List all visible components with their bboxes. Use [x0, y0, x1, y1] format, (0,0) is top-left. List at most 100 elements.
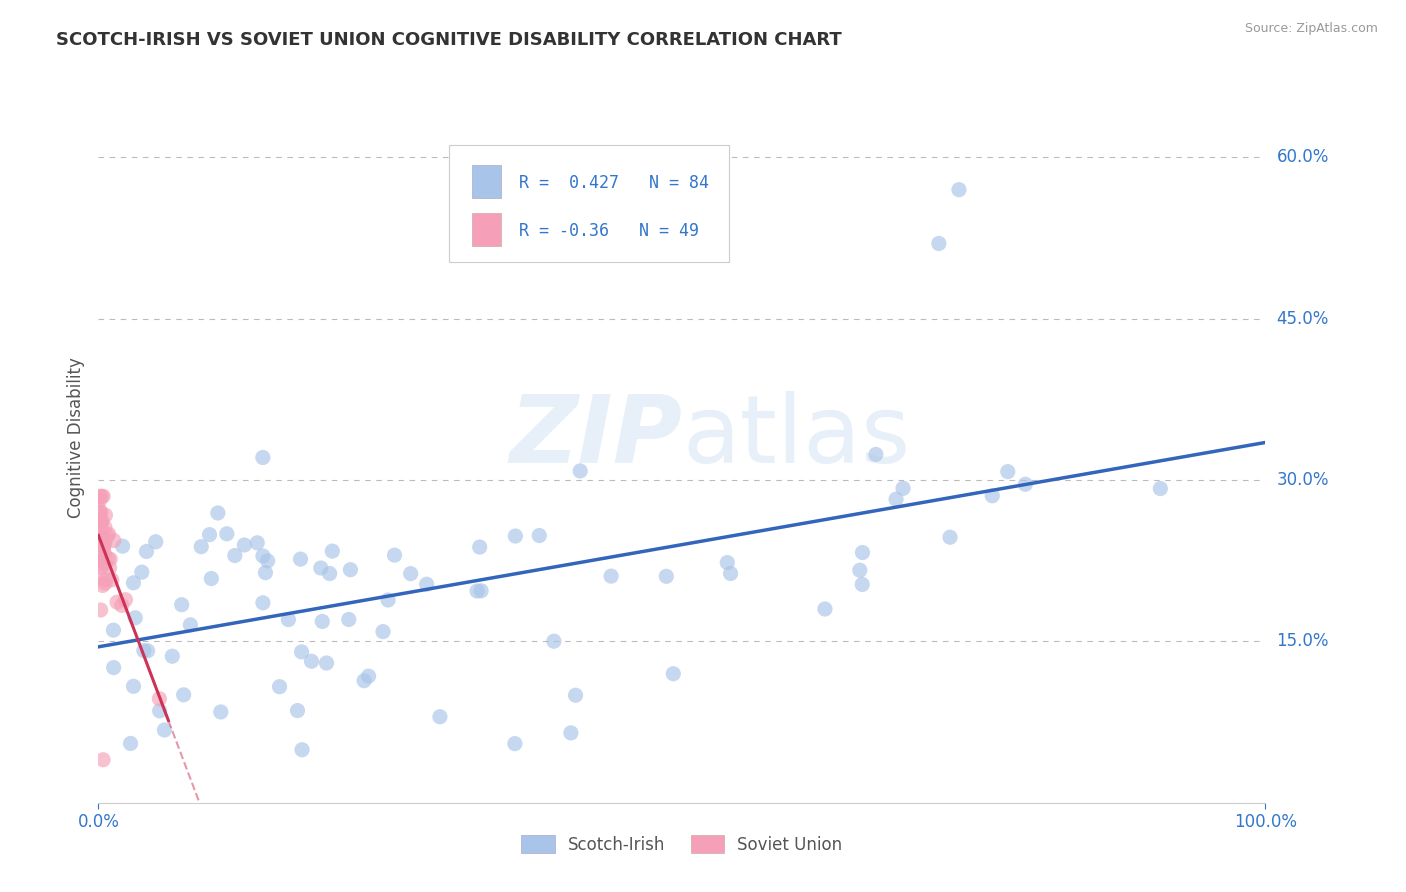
Point	[90, 560, 112, 574]
Point	[318, 566, 340, 581]
Point	[89, 516, 111, 531]
Point	[503, 737, 526, 751]
Point	[637, 236, 659, 251]
Point	[252, 549, 274, 563]
Point	[655, 569, 678, 583]
Point	[94, 576, 117, 591]
Point	[600, 569, 623, 583]
Point	[207, 506, 229, 520]
FancyBboxPatch shape	[472, 213, 501, 246]
Point	[939, 530, 962, 544]
Point	[254, 566, 277, 580]
Point	[357, 669, 380, 683]
Point	[89, 553, 111, 567]
Text: 45.0%: 45.0%	[1277, 310, 1329, 327]
Point	[91, 539, 114, 553]
Point	[814, 602, 837, 616]
Point	[89, 555, 111, 569]
Point	[93, 541, 115, 556]
Point	[91, 753, 114, 767]
Point	[321, 544, 343, 558]
Point	[149, 704, 172, 718]
Point	[91, 557, 114, 571]
Point	[93, 538, 115, 552]
Point	[148, 691, 170, 706]
Point	[865, 447, 887, 461]
Text: ZIP: ZIP	[509, 391, 682, 483]
Point	[224, 549, 246, 563]
Point	[662, 666, 685, 681]
Point	[94, 533, 117, 547]
Point	[89, 506, 111, 520]
Text: SCOTCH-IRISH VS SOVIET UNION COGNITIVE DISABILITY CORRELATION CHART: SCOTCH-IRISH VS SOVIET UNION COGNITIVE D…	[56, 31, 842, 49]
Point	[290, 645, 312, 659]
Point	[90, 603, 112, 617]
Point	[98, 552, 121, 566]
Point	[884, 492, 907, 507]
Point	[246, 536, 269, 550]
Point	[90, 537, 112, 551]
Point	[145, 534, 167, 549]
Point	[162, 649, 184, 664]
Point	[89, 519, 111, 533]
Point	[209, 705, 232, 719]
Point	[569, 464, 592, 478]
Point	[371, 624, 394, 639]
Point	[849, 563, 872, 577]
Point	[891, 481, 914, 495]
Point	[89, 546, 111, 560]
Point	[122, 575, 145, 590]
Point	[90, 541, 112, 555]
Point	[948, 183, 970, 197]
Point	[111, 539, 134, 553]
Point	[94, 508, 117, 522]
Point	[89, 503, 111, 517]
Point	[291, 743, 314, 757]
Point	[290, 552, 312, 566]
Point	[851, 545, 873, 559]
Point	[720, 566, 742, 581]
Point	[470, 583, 492, 598]
Point	[89, 531, 111, 545]
Point	[928, 236, 950, 251]
Point	[124, 611, 146, 625]
Point	[851, 577, 873, 591]
Point	[93, 547, 115, 561]
Point	[399, 566, 422, 581]
Point	[981, 489, 1004, 503]
Point	[997, 465, 1019, 479]
Point	[89, 524, 111, 538]
Point	[198, 527, 221, 541]
Point	[415, 577, 437, 591]
Text: 15.0%: 15.0%	[1277, 632, 1329, 650]
Legend: Scotch-Irish, Soviet Union: Scotch-Irish, Soviet Union	[515, 829, 849, 860]
Point	[131, 565, 153, 579]
Point	[91, 489, 114, 503]
Point	[96, 528, 118, 542]
Point	[465, 584, 488, 599]
Point	[91, 538, 114, 552]
Point	[505, 529, 527, 543]
FancyBboxPatch shape	[449, 145, 728, 261]
Point	[120, 736, 142, 750]
Point	[122, 679, 145, 693]
Point	[384, 548, 406, 562]
Point	[429, 710, 451, 724]
Point	[269, 680, 291, 694]
Point	[103, 623, 125, 637]
Point	[233, 538, 256, 552]
Point	[91, 550, 114, 565]
Point	[716, 556, 738, 570]
Point	[89, 518, 111, 533]
Point	[339, 563, 361, 577]
FancyBboxPatch shape	[472, 165, 501, 198]
Point	[529, 528, 551, 542]
Text: Source: ZipAtlas.com: Source: ZipAtlas.com	[1244, 22, 1378, 36]
Point	[89, 517, 111, 532]
Point	[277, 613, 299, 627]
Point	[132, 643, 155, 657]
Point	[105, 595, 128, 609]
Point	[179, 617, 201, 632]
Point	[1014, 477, 1036, 491]
Point	[173, 688, 195, 702]
